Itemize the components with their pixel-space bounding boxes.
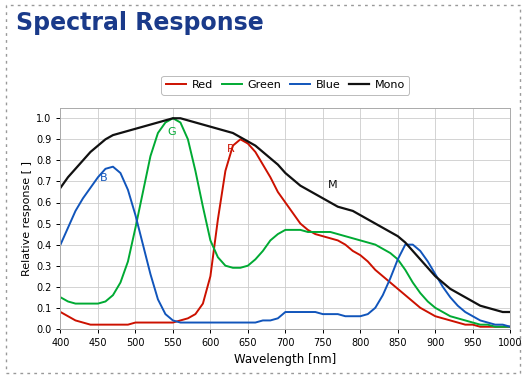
Text: R: R — [227, 144, 235, 154]
Text: M: M — [328, 180, 338, 190]
Y-axis label: Relative response [ ]: Relative response [ ] — [22, 161, 32, 276]
Text: B: B — [100, 174, 108, 183]
Legend: Red, Green, Blue, Mono: Red, Green, Blue, Mono — [161, 76, 409, 94]
Text: Spectral Response: Spectral Response — [16, 11, 264, 35]
Text: G: G — [167, 127, 176, 137]
X-axis label: Wavelength [nm]: Wavelength [nm] — [234, 353, 337, 366]
